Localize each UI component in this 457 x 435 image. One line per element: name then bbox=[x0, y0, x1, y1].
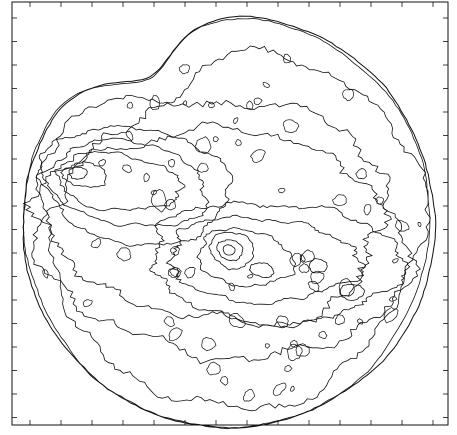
contour-line bbox=[201, 337, 217, 352]
contour-line bbox=[242, 388, 255, 402]
contour-line bbox=[228, 282, 236, 292]
contour-line bbox=[167, 158, 175, 168]
contour-line bbox=[169, 267, 182, 278]
contour-line bbox=[196, 227, 297, 288]
contour-line bbox=[248, 262, 275, 279]
contour-line bbox=[219, 376, 229, 386]
contour-line bbox=[184, 267, 196, 279]
contour-line bbox=[42, 269, 49, 279]
contour-line bbox=[90, 238, 102, 249]
contour-line bbox=[375, 196, 384, 205]
contour-line bbox=[310, 270, 325, 284]
contour-line bbox=[116, 247, 132, 262]
contour-line bbox=[60, 161, 107, 188]
contour-line bbox=[286, 343, 303, 361]
contour-line bbox=[179, 64, 190, 75]
contour-line bbox=[332, 194, 347, 207]
contour-line bbox=[246, 274, 254, 279]
contour-line bbox=[264, 343, 270, 349]
contour-line bbox=[206, 361, 221, 376]
contour-line bbox=[122, 164, 132, 174]
contour-line bbox=[307, 281, 320, 292]
contour-line bbox=[149, 200, 411, 329]
contour-line bbox=[295, 343, 310, 357]
contour-line bbox=[308, 258, 328, 274]
contour-line bbox=[284, 365, 293, 372]
contour-line bbox=[298, 263, 310, 273]
contour-line bbox=[22, 15, 437, 429]
contour-line bbox=[68, 166, 88, 180]
contour-line bbox=[232, 117, 239, 124]
contour-line bbox=[235, 139, 242, 146]
contour-line bbox=[228, 313, 247, 328]
contour-line bbox=[208, 231, 254, 271]
contour-line bbox=[168, 327, 183, 342]
contour-line bbox=[262, 82, 270, 88]
contour-line bbox=[168, 267, 179, 279]
contour-line bbox=[388, 296, 398, 302]
contour-line bbox=[194, 136, 212, 155]
contour-line bbox=[339, 283, 365, 301]
contour-map bbox=[22, 15, 437, 430]
contour-line bbox=[163, 316, 175, 327]
contour-line bbox=[149, 94, 160, 110]
contour-line bbox=[98, 159, 107, 167]
contour-line bbox=[253, 97, 263, 105]
contour-line bbox=[282, 119, 300, 133]
frame-ticks bbox=[12, 2, 448, 425]
contour-line bbox=[35, 45, 431, 412]
contour-line bbox=[213, 136, 219, 142]
contour-line bbox=[35, 124, 234, 247]
contour-line bbox=[383, 307, 399, 324]
contour-line bbox=[391, 258, 399, 264]
contour-line bbox=[250, 149, 266, 164]
contour-line bbox=[278, 187, 286, 194]
contour-line bbox=[334, 314, 345, 326]
contour-line bbox=[355, 168, 367, 180]
contour-line bbox=[82, 299, 93, 308]
contour-line bbox=[363, 204, 372, 216]
contour-line bbox=[143, 172, 150, 183]
contour-line bbox=[40, 137, 210, 227]
contour-line bbox=[246, 100, 254, 111]
contour-line bbox=[417, 222, 422, 228]
contour-line bbox=[165, 214, 367, 306]
contour-line bbox=[300, 249, 315, 263]
contour-line bbox=[197, 162, 209, 173]
contour-line bbox=[289, 253, 302, 268]
contour-line bbox=[289, 385, 295, 392]
contour-line bbox=[290, 339, 298, 348]
contour-line bbox=[356, 318, 364, 325]
contour-line bbox=[169, 246, 181, 256]
contour-line bbox=[23, 18, 431, 430]
contour-line bbox=[275, 315, 289, 329]
contour-line bbox=[208, 101, 215, 108]
contour-line bbox=[282, 53, 291, 64]
contour-line bbox=[54, 151, 186, 212]
plot-frame bbox=[11, 1, 449, 426]
contour-line bbox=[342, 88, 355, 102]
contour-line bbox=[272, 382, 287, 396]
contour-line bbox=[182, 100, 188, 106]
contour-line bbox=[150, 189, 157, 196]
contour-line bbox=[338, 278, 355, 297]
contour-line bbox=[395, 220, 410, 232]
contour-line bbox=[222, 244, 236, 256]
contour-line bbox=[216, 239, 244, 262]
contour-line bbox=[125, 130, 134, 142]
contour-line bbox=[318, 330, 328, 339]
contour-line bbox=[126, 101, 134, 109]
contour-line bbox=[150, 189, 167, 213]
